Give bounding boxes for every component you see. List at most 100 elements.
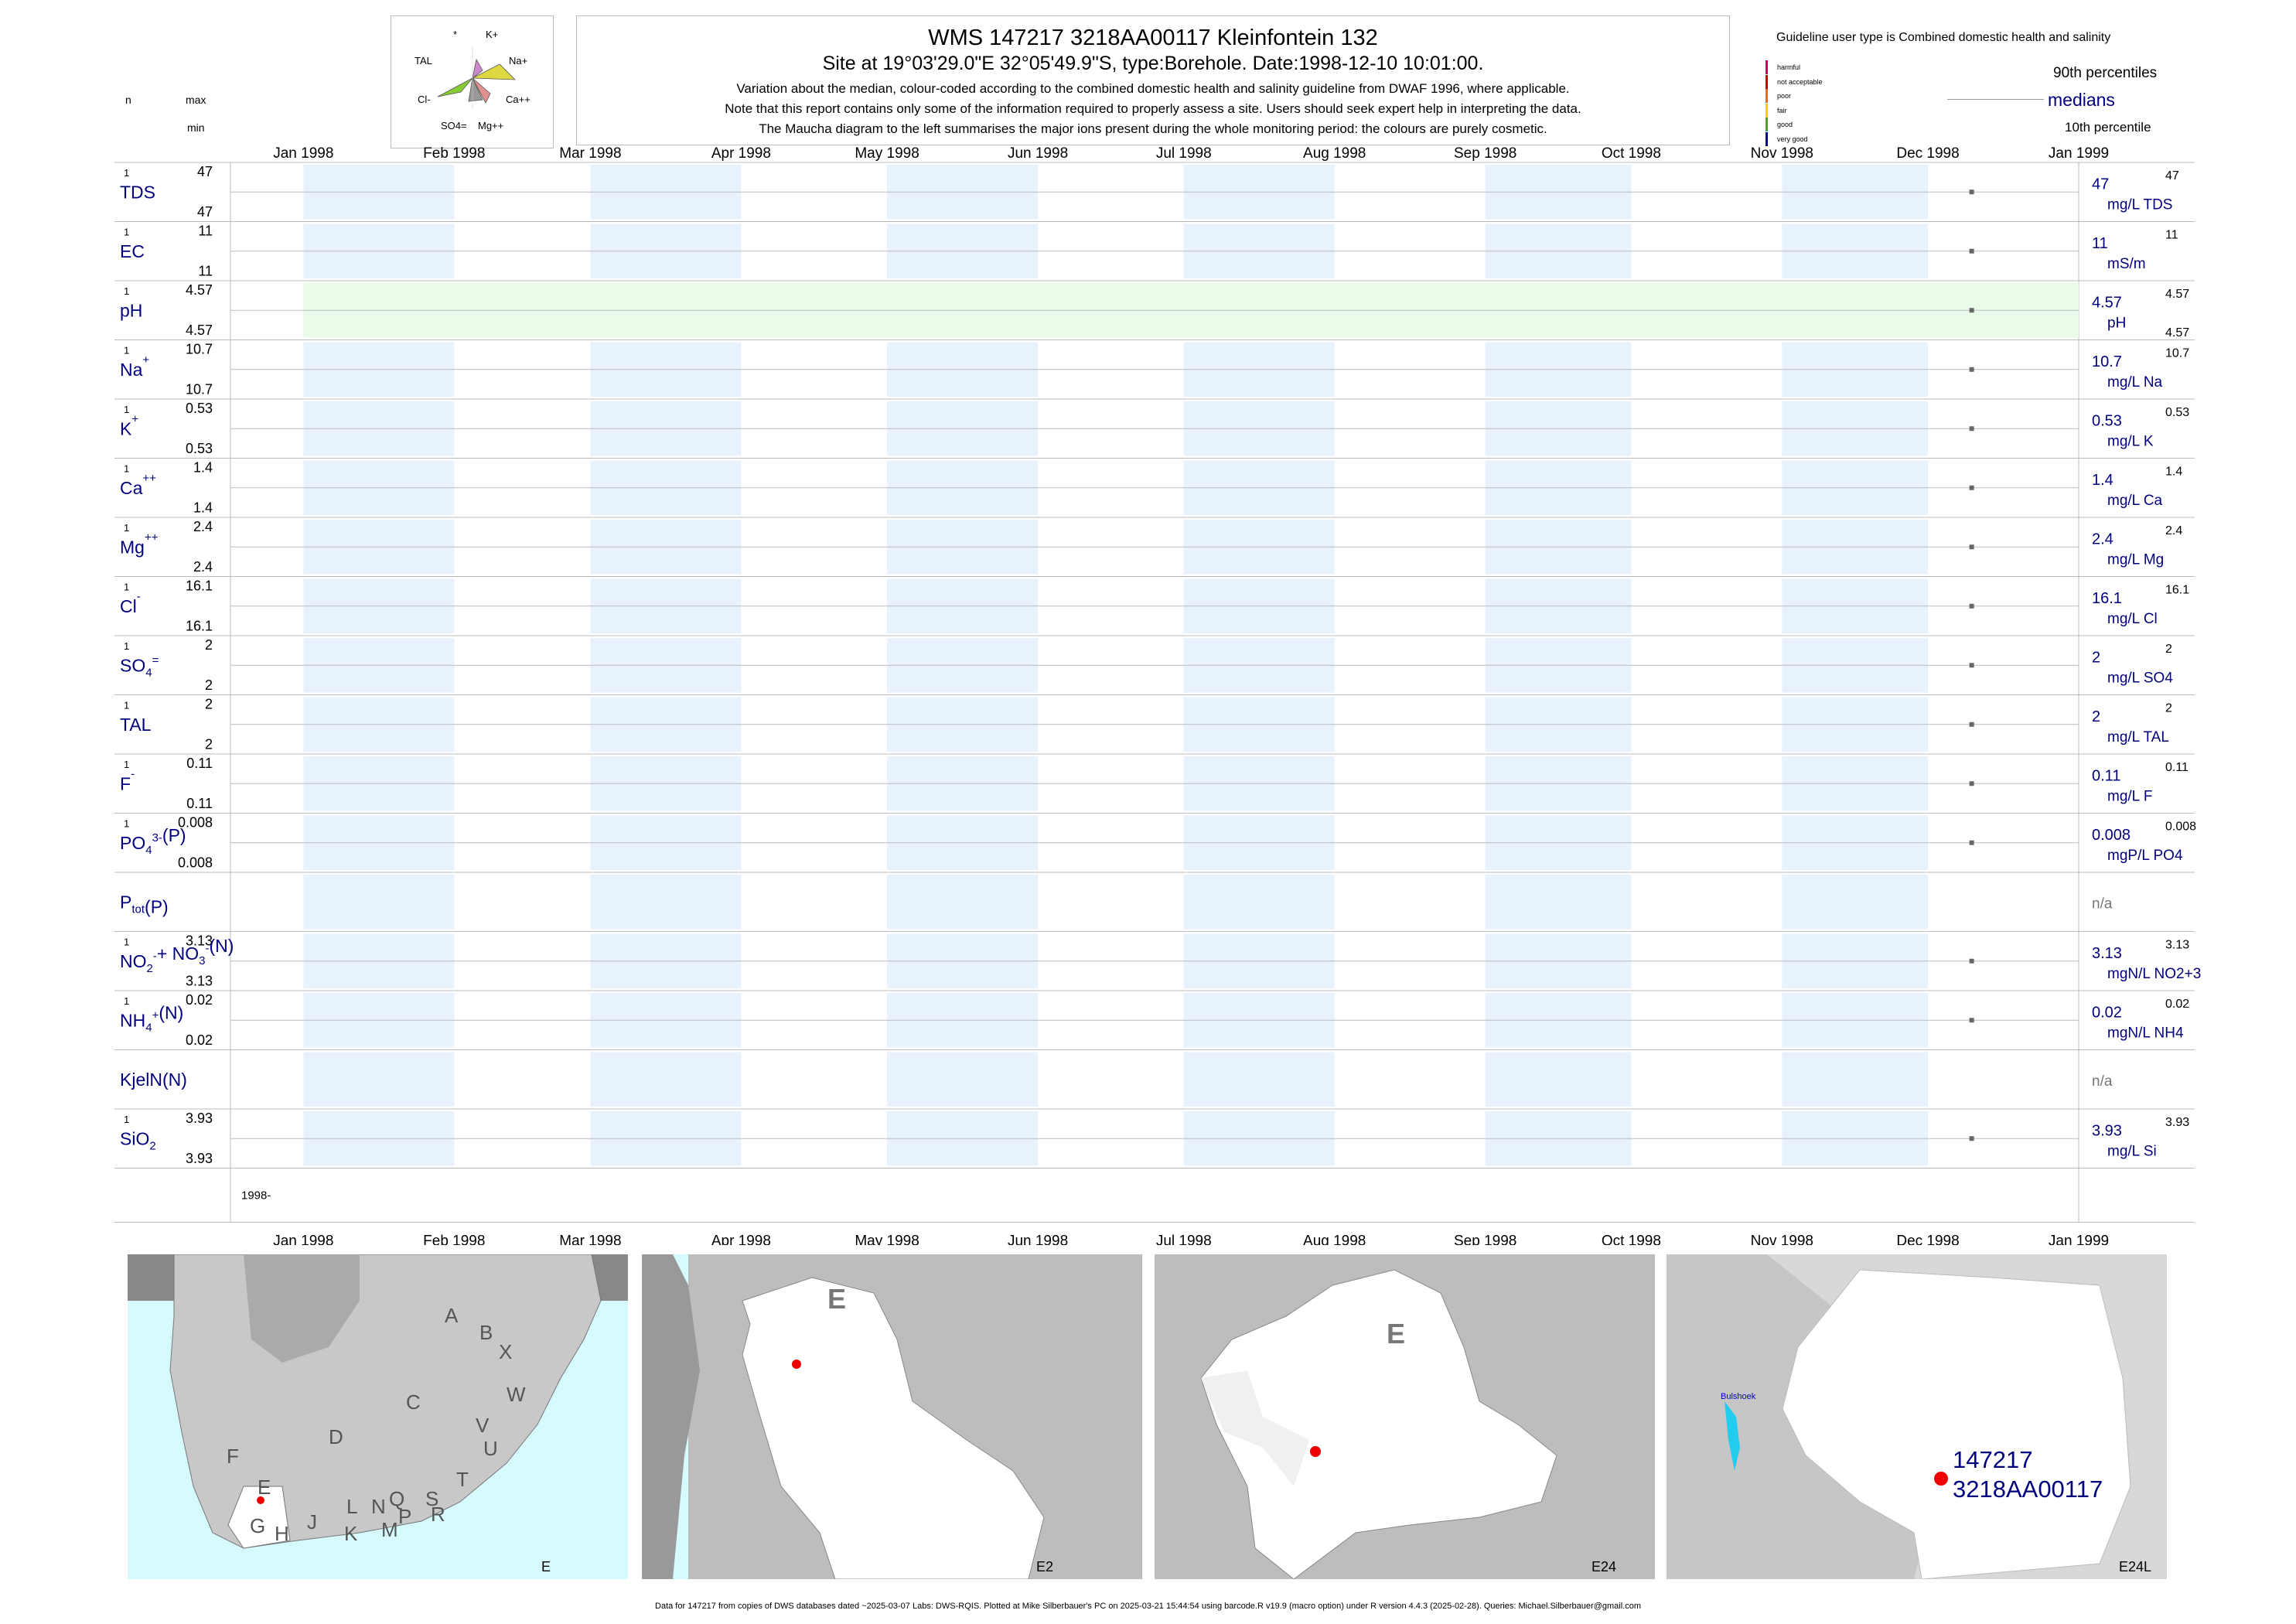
x-tick-label-top: May 1998 xyxy=(855,145,919,162)
panel-max: 0.02 xyxy=(186,992,213,1008)
legend-class-label: harmful xyxy=(1777,63,1801,72)
maucha-na-label: Na+ xyxy=(509,55,527,67)
panel-max: 0.53 xyxy=(186,401,213,416)
sample-point xyxy=(1969,367,1974,372)
month-band xyxy=(887,1052,1039,1107)
panel-unit: mg/L Si xyxy=(2107,1143,2157,1159)
panel-p90: 0.008 xyxy=(2165,821,2196,834)
panel-min: 0.02 xyxy=(186,1032,213,1048)
panel-median-value: 16.1 xyxy=(2092,590,2122,607)
map-site-marker xyxy=(257,1496,264,1504)
map-region-letter-h: H xyxy=(275,1522,289,1545)
panel-median-value: 10.7 xyxy=(2092,353,2122,370)
footer-text: Data for 147217 from copies of DWS datab… xyxy=(655,1602,1641,1611)
month-band xyxy=(1485,1052,1632,1107)
legend-swatch xyxy=(1765,103,1768,118)
maucha-mg-label: Mg++ xyxy=(478,120,503,131)
panel-min: 0.53 xyxy=(186,441,213,456)
month-band xyxy=(303,875,455,930)
panel-median-value: 2.4 xyxy=(2092,531,2113,548)
panel-max: 47 xyxy=(197,164,213,179)
panel-parameter-name: TAL xyxy=(120,715,152,735)
map-e24l-site-marker xyxy=(1934,1472,1948,1486)
map-panel-e24l: Bulshoek 147217 3218AA00117 E24L xyxy=(1667,1254,2167,1579)
panel-parameter-name: NH4+(N) xyxy=(120,1002,183,1034)
x-tick-label-bottom: Jan 1999 xyxy=(2049,1233,2109,1246)
panel-n: 1 xyxy=(124,995,129,1007)
panel-value-na: n/a xyxy=(2092,1073,2113,1090)
legend-classes: harmful not acceptable poor fair good very go… xyxy=(1765,60,1823,146)
note-line-1: Variation about the median, colour-coded… xyxy=(736,81,1570,96)
maucha-diagram: * K+ TAL Na+ Cl- Ca++ SO4= Mg++ xyxy=(391,15,554,148)
legend-class-5: very good xyxy=(1765,131,1823,147)
map-region-letter-l: L xyxy=(346,1495,357,1518)
panel-max: 2 xyxy=(205,697,213,712)
x-tick-label-bottom: Dec 1998 xyxy=(1896,1233,1959,1246)
sample-point xyxy=(1969,189,1974,195)
legend-swatch xyxy=(1765,60,1768,75)
x-tick-label-bottom: Oct 1998 xyxy=(1602,1233,1661,1246)
month-band xyxy=(1782,875,1929,930)
panel-max: 10.7 xyxy=(186,342,213,357)
sample-point xyxy=(1969,722,1974,727)
panel-n: 1 xyxy=(124,700,129,711)
panel-parameter-name: Ca++ xyxy=(120,472,156,498)
panel-max: 3.93 xyxy=(186,1111,213,1126)
note-line-2: Note that this report contains only some… xyxy=(725,101,1581,116)
panel-unit: mgP/L PO4 xyxy=(2107,848,2183,864)
panel-p90: 2.4 xyxy=(2165,524,2182,537)
panel-n: 1 xyxy=(124,463,129,475)
note-line-3: The Maucha diagram to the left summarise… xyxy=(759,121,1547,136)
map-panel-e2: E E2 xyxy=(642,1254,1142,1579)
panel-unit: mg/L F xyxy=(2107,788,2152,804)
panel-max: 0.11 xyxy=(186,756,213,771)
panel-min: 3.13 xyxy=(186,974,213,989)
legend-p10: 10th percentile xyxy=(2065,120,2151,135)
map-region-e24: E E24 xyxy=(1200,1269,1616,1579)
x-tick-label-bottom: Aug 1998 xyxy=(1303,1233,1366,1246)
panel-median-value: 3.93 xyxy=(2092,1122,2122,1139)
panel-parameter-name: KjelN(N) xyxy=(120,1070,187,1090)
map-region-letter-a: A xyxy=(445,1304,459,1327)
panel-max: 4.57 xyxy=(186,282,213,298)
month-band xyxy=(590,875,742,930)
panel-unit: mg/L Na xyxy=(2107,374,2163,391)
panel-parameter-name: Mg++ xyxy=(120,531,159,557)
maucha-ca-label: Ca++ xyxy=(506,94,531,105)
panel-p90: 0.53 xyxy=(2165,406,2189,419)
panel-n: 1 xyxy=(124,582,129,593)
legend-class-1: not acceptable xyxy=(1765,74,1823,90)
header-max: max xyxy=(186,94,206,106)
panel-unit: pH xyxy=(2107,315,2126,331)
panel-max: 2 xyxy=(205,637,213,653)
legend-class-label: good xyxy=(1777,121,1793,129)
panel-median-value: 2 xyxy=(2092,708,2100,725)
panel-p90: 11 xyxy=(2165,229,2178,242)
x-tick-label-top: Sep 1998 xyxy=(1454,145,1516,162)
panel-p90: 3.93 xyxy=(2165,1116,2189,1129)
sample-point xyxy=(1969,840,1974,845)
legend-swatch xyxy=(1765,118,1768,132)
x-tick-label-bottom: Jun 1998 xyxy=(1008,1233,1068,1246)
panel-parameter-name: K+ xyxy=(120,412,138,438)
legend-medians: medians xyxy=(2048,90,2115,110)
panel-n: 1 xyxy=(124,167,129,179)
map-site-id: 147217 xyxy=(1953,1446,2032,1473)
panel-unit: mgN/L NO2+3 xyxy=(2107,966,2201,982)
maucha-cl-sector xyxy=(437,77,473,97)
sample-point xyxy=(1969,958,1974,964)
panel-max: 0.008 xyxy=(178,815,213,831)
title-box: WMS 147217 3218AA00117 Kleinfontein 132 … xyxy=(576,15,1730,145)
panel-unit: mg/L K xyxy=(2107,433,2154,449)
panel-parameter-name: F- xyxy=(120,767,135,793)
x-tick-label-bottom: May 1998 xyxy=(855,1233,919,1246)
panel-n: 1 xyxy=(124,227,129,238)
map-e24-region-letter: E xyxy=(1387,1318,1405,1349)
panel-median-value: 3.13 xyxy=(2092,945,2122,962)
panel-median-value: 0.53 xyxy=(2092,412,2122,429)
panel-p90: 3.13 xyxy=(2165,939,2189,952)
legend-class-label: not acceptable xyxy=(1777,77,1823,86)
map-region-letter-u: U xyxy=(483,1437,498,1460)
